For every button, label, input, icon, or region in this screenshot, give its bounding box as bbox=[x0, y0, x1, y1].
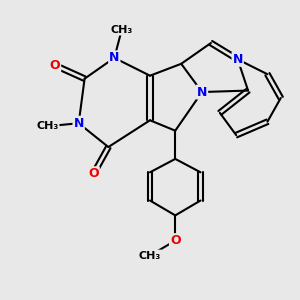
Text: O: O bbox=[50, 59, 60, 72]
Text: N: N bbox=[197, 85, 207, 98]
Text: N: N bbox=[74, 117, 84, 130]
Text: N: N bbox=[109, 51, 119, 64]
Text: O: O bbox=[170, 234, 181, 247]
Text: N: N bbox=[232, 53, 243, 66]
Text: CH₃: CH₃ bbox=[139, 250, 161, 260]
Text: CH₃: CH₃ bbox=[36, 121, 58, 131]
Text: O: O bbox=[88, 167, 99, 180]
Text: CH₃: CH₃ bbox=[111, 25, 133, 34]
